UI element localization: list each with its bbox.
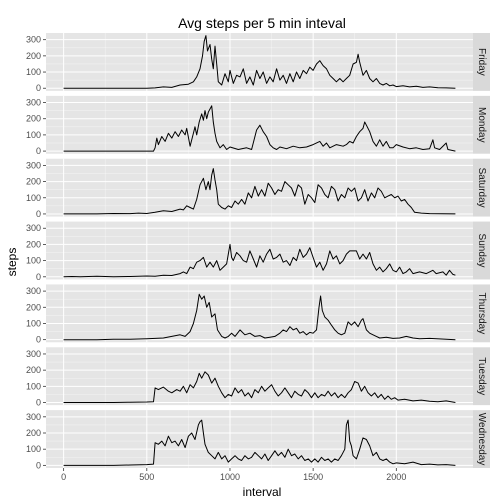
y-tick-label: 100 bbox=[26, 67, 41, 77]
series-line-saturday bbox=[63, 168, 456, 215]
y-tick-label: 0 bbox=[36, 335, 41, 345]
panel-saturday: 0 100 200 300 Saturday bbox=[26, 158, 490, 219]
y-tick-label: 200 bbox=[26, 302, 41, 312]
facet-label-tuesday: Tuesday bbox=[476, 357, 487, 395]
y-tick-label: 0 bbox=[36, 146, 41, 156]
x-tick-label: 2000 bbox=[386, 472, 406, 482]
y-tick-label: 100 bbox=[26, 130, 41, 140]
panel-background bbox=[46, 347, 473, 406]
panel-thursday: 0 100 200 300 Thursday bbox=[26, 284, 490, 345]
y-tick-label: 100 bbox=[26, 381, 41, 391]
y-tick-label: 0 bbox=[36, 460, 41, 470]
y-tick-label: 0 bbox=[36, 272, 41, 282]
y-tick-label: 300 bbox=[26, 160, 41, 170]
series-line-monday bbox=[63, 105, 456, 152]
y-tick-label: 200 bbox=[26, 114, 41, 124]
facet-strip bbox=[473, 347, 490, 406]
series-line-sunday bbox=[63, 243, 456, 278]
panel-friday: 0 100 200 300 Friday bbox=[26, 33, 490, 93]
panel-background bbox=[46, 410, 473, 468]
facet-strip bbox=[473, 284, 490, 343]
x-tick-label: 1500 bbox=[303, 472, 323, 482]
y-tick-label: 0 bbox=[36, 83, 41, 93]
facet-strip bbox=[473, 95, 490, 154]
series-line-wednesday bbox=[63, 419, 456, 466]
panel-sunday: 0 100 200 300 Sunday bbox=[26, 221, 490, 282]
panel-background bbox=[46, 158, 473, 217]
y-tick-label: 200 bbox=[26, 239, 41, 249]
y-tick-label: 200 bbox=[26, 365, 41, 375]
facet-label-saturday: Saturday bbox=[476, 168, 487, 208]
facet-label-monday: Monday bbox=[476, 107, 487, 143]
series-line-tuesday bbox=[63, 371, 456, 403]
y-tick-label: 200 bbox=[26, 51, 41, 61]
x-axis-title: interval bbox=[243, 485, 282, 499]
y-tick-label: 200 bbox=[26, 428, 41, 438]
y-tick-label: 100 bbox=[26, 193, 41, 203]
series-line-thursday bbox=[63, 293, 456, 341]
facet-strip bbox=[473, 33, 490, 91]
panel-tuesday: 0 100 200 300 Tuesday bbox=[26, 347, 490, 408]
panel-monday: 0 100 200 300 Monday bbox=[26, 95, 490, 156]
facet-label-thursday: Thursday bbox=[476, 293, 487, 335]
y-tick-label: 100 bbox=[26, 444, 41, 454]
facet-label-friday: Friday bbox=[476, 48, 487, 76]
facet-label-sunday: Sunday bbox=[476, 234, 487, 268]
y-tick-label: 300 bbox=[26, 223, 41, 233]
y-tick-label: 0 bbox=[36, 398, 41, 408]
y-tick-label: 0 bbox=[36, 209, 41, 219]
y-tick-label: 300 bbox=[26, 412, 41, 422]
y-tick-label: 100 bbox=[26, 318, 41, 328]
panel-background bbox=[46, 221, 473, 280]
facet-strip bbox=[473, 221, 490, 280]
facet-strip bbox=[473, 158, 490, 217]
x-axis: 0 500 1000 1500 2000 bbox=[61, 468, 406, 482]
panel-background bbox=[46, 33, 473, 91]
x-tick-label: 0 bbox=[61, 472, 66, 482]
y-tick-label: 300 bbox=[26, 349, 41, 359]
y-tick-label: 300 bbox=[26, 98, 41, 108]
panel-background bbox=[46, 284, 473, 343]
y-axis-title: steps bbox=[5, 248, 19, 277]
y-tick-label: 300 bbox=[26, 286, 41, 296]
x-tick-label: 1000 bbox=[220, 472, 240, 482]
facet-strip bbox=[473, 410, 490, 468]
panel-background bbox=[46, 95, 473, 154]
y-tick-label: 300 bbox=[26, 35, 41, 45]
facet-label-wednesday: Wednesday bbox=[476, 413, 487, 466]
panel-wednesday: 0 100 200 300 Wednesday bbox=[26, 410, 490, 470]
y-tick-label: 200 bbox=[26, 177, 41, 187]
facet-panels: 0 100 200 300 Friday 0 100 200 300 Monday 0 100 200 3… bbox=[26, 33, 490, 470]
x-tick-label: 500 bbox=[139, 472, 154, 482]
series-line-friday bbox=[63, 35, 456, 89]
chart-title: Avg steps per 5 min inteval bbox=[178, 15, 346, 31]
y-tick-label: 100 bbox=[26, 256, 41, 266]
